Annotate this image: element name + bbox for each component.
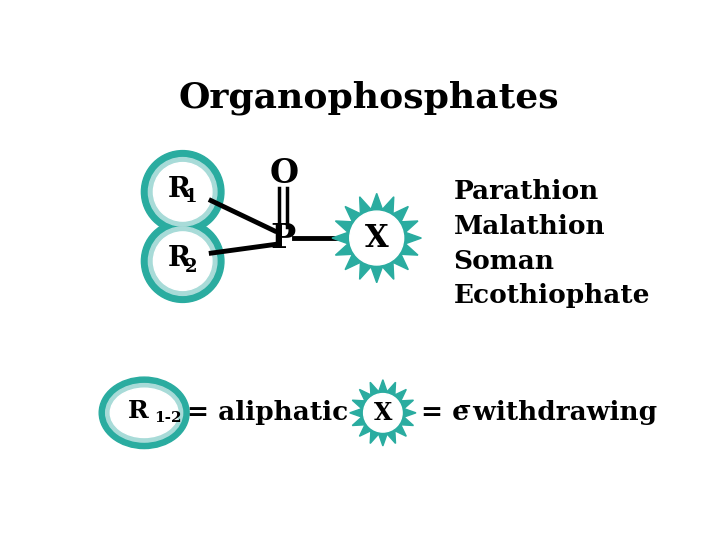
Text: X: X [365,222,389,254]
Text: Ecothiophate: Ecothiophate [454,284,650,308]
Text: Soman: Soman [454,248,554,274]
Text: = e: = e [421,400,469,426]
Ellipse shape [99,377,189,449]
Text: Malathion: Malathion [454,214,606,239]
Text: Organophosphates: Organophosphates [179,80,559,114]
Text: P: P [270,221,295,254]
Text: 1: 1 [185,188,197,206]
Ellipse shape [153,163,212,221]
Text: X: X [374,401,392,425]
Text: 1-2: 1-2 [154,411,181,425]
Ellipse shape [153,232,212,291]
Ellipse shape [148,227,217,295]
Text: = aliphatic: = aliphatic [186,400,348,426]
Circle shape [350,211,404,265]
Polygon shape [332,193,421,283]
Text: Parathion: Parathion [454,179,599,204]
Text: −: − [456,397,471,414]
Text: R: R [167,245,190,272]
Ellipse shape [106,383,183,442]
Text: 2: 2 [185,258,197,275]
Ellipse shape [148,158,217,226]
Ellipse shape [110,388,178,437]
Text: R: R [167,176,190,203]
Ellipse shape [141,220,224,302]
Text: withdrawing: withdrawing [464,400,657,426]
Ellipse shape [141,151,224,233]
Polygon shape [350,380,416,446]
Text: R: R [127,399,148,423]
Text: O: O [270,157,299,190]
Circle shape [364,394,402,432]
